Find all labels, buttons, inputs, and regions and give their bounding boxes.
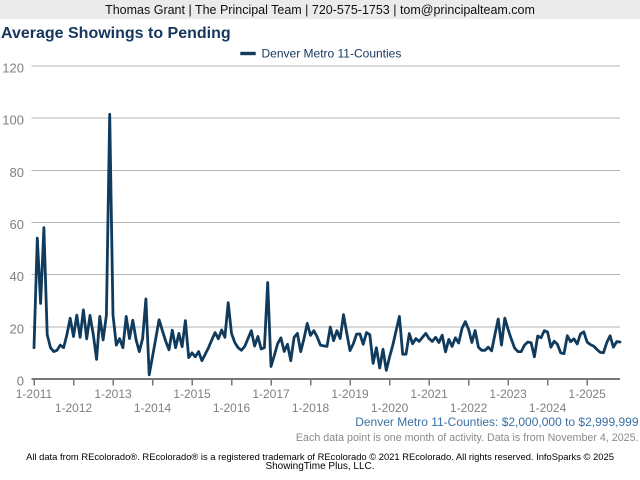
svg-text:1-2019: 1-2019 [331, 387, 369, 401]
svg-text:1-2024: 1-2024 [529, 401, 567, 415]
svg-text:1-2013: 1-2013 [94, 387, 132, 401]
svg-text:1-2011: 1-2011 [16, 387, 53, 401]
svg-text:1-2021: 1-2021 [410, 387, 448, 401]
svg-text:1-2023: 1-2023 [489, 387, 527, 401]
svg-text:1-2022: 1-2022 [450, 401, 488, 415]
svg-text:1-2018: 1-2018 [292, 401, 330, 415]
svg-text:40: 40 [10, 269, 24, 284]
svg-text:1-2025: 1-2025 [568, 387, 606, 401]
svg-text:1-2015: 1-2015 [173, 387, 211, 401]
svg-text:1-2014: 1-2014 [134, 401, 172, 415]
svg-text:1-2016: 1-2016 [213, 401, 251, 415]
svg-text:0: 0 [17, 373, 24, 388]
svg-text:120: 120 [2, 61, 24, 76]
svg-text:80: 80 [10, 165, 24, 180]
svg-text:Denver Metro 11-Counties: Denver Metro 11-Counties [262, 47, 402, 61]
svg-text:60: 60 [10, 217, 24, 232]
svg-text:20: 20 [10, 321, 24, 336]
svg-text:100: 100 [2, 113, 24, 128]
svg-text:1-2020: 1-2020 [371, 401, 409, 415]
svg-text:1-2017: 1-2017 [252, 387, 290, 401]
svg-text:1-2012: 1-2012 [55, 401, 93, 415]
